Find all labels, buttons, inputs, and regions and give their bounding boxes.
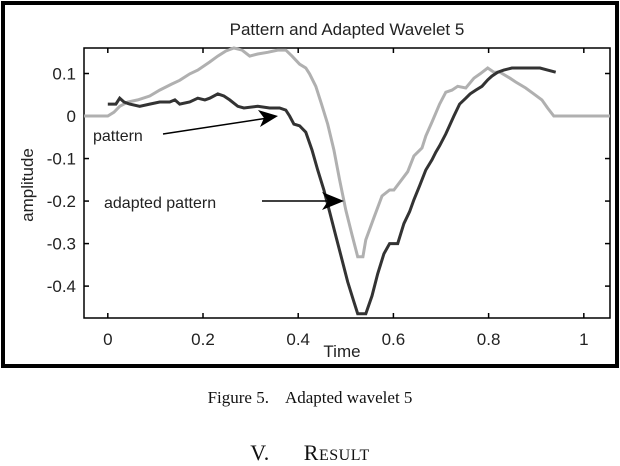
- x-tick-label: 0: [103, 330, 112, 349]
- x-tick-label: 1: [579, 330, 588, 349]
- x-axis-label: Time: [323, 342, 360, 361]
- chart-svg: Pattern and Adapted Wavelet 5 0 0.2 0.4 0.6…: [1, 1, 619, 368]
- axis-ticks: 0 0.2 0.4 0.6 0.8 1 0.1 0 -0.1 -0.2 -0.3 -0.4: [47, 48, 610, 349]
- annotation-pattern: pattern: [93, 110, 278, 145]
- figure-caption: Figure 5. Adapted wavelet 5: [0, 388, 620, 408]
- annotation-adapted-pattern-label: adapted pattern: [104, 195, 216, 212]
- figure-caption-text: Adapted wavelet 5: [284, 388, 413, 407]
- arrow-head-icon: [258, 110, 278, 127]
- y-axis-label: amplitude: [18, 148, 37, 222]
- y-tick-label: -0.4: [47, 277, 76, 296]
- series-line-adapted-pattern: [84, 46, 610, 259]
- arrow-line: [162, 117, 269, 135]
- chart-title: Pattern and Adapted Wavelet 5: [230, 20, 465, 39]
- series-line-pattern: [107, 66, 557, 316]
- x-tick-label: 0.4: [286, 330, 310, 349]
- section-number: V.: [250, 440, 270, 465]
- x-tick-label: 0.2: [191, 330, 215, 349]
- y-tick-label: -0.3: [47, 235, 76, 254]
- y-tick-label: 0.1: [52, 65, 76, 84]
- section-title-rest: ESULT: [318, 447, 370, 464]
- plot-area: [83, 47, 611, 319]
- arrow-head-icon: [322, 192, 344, 210]
- y-tick-label: -0.2: [47, 192, 76, 211]
- data-series: [84, 46, 610, 316]
- figure: Pattern and Adapted Wavelet 5 0 0.2 0.4 0.6…: [1, 1, 619, 368]
- annotation-pattern-label: pattern: [93, 128, 143, 145]
- x-tick-label: 0.8: [477, 330, 501, 349]
- figure-caption-label: Figure 5.: [207, 388, 269, 407]
- y-tick-label: 0: [67, 107, 76, 126]
- annotation-adapted-pattern: adapted pattern: [104, 192, 344, 212]
- x-tick-label: 0.6: [382, 330, 406, 349]
- y-tick-label: -0.1: [47, 150, 76, 169]
- section-heading: V. RESULT: [0, 440, 620, 466]
- section-title-initial: R: [303, 440, 319, 465]
